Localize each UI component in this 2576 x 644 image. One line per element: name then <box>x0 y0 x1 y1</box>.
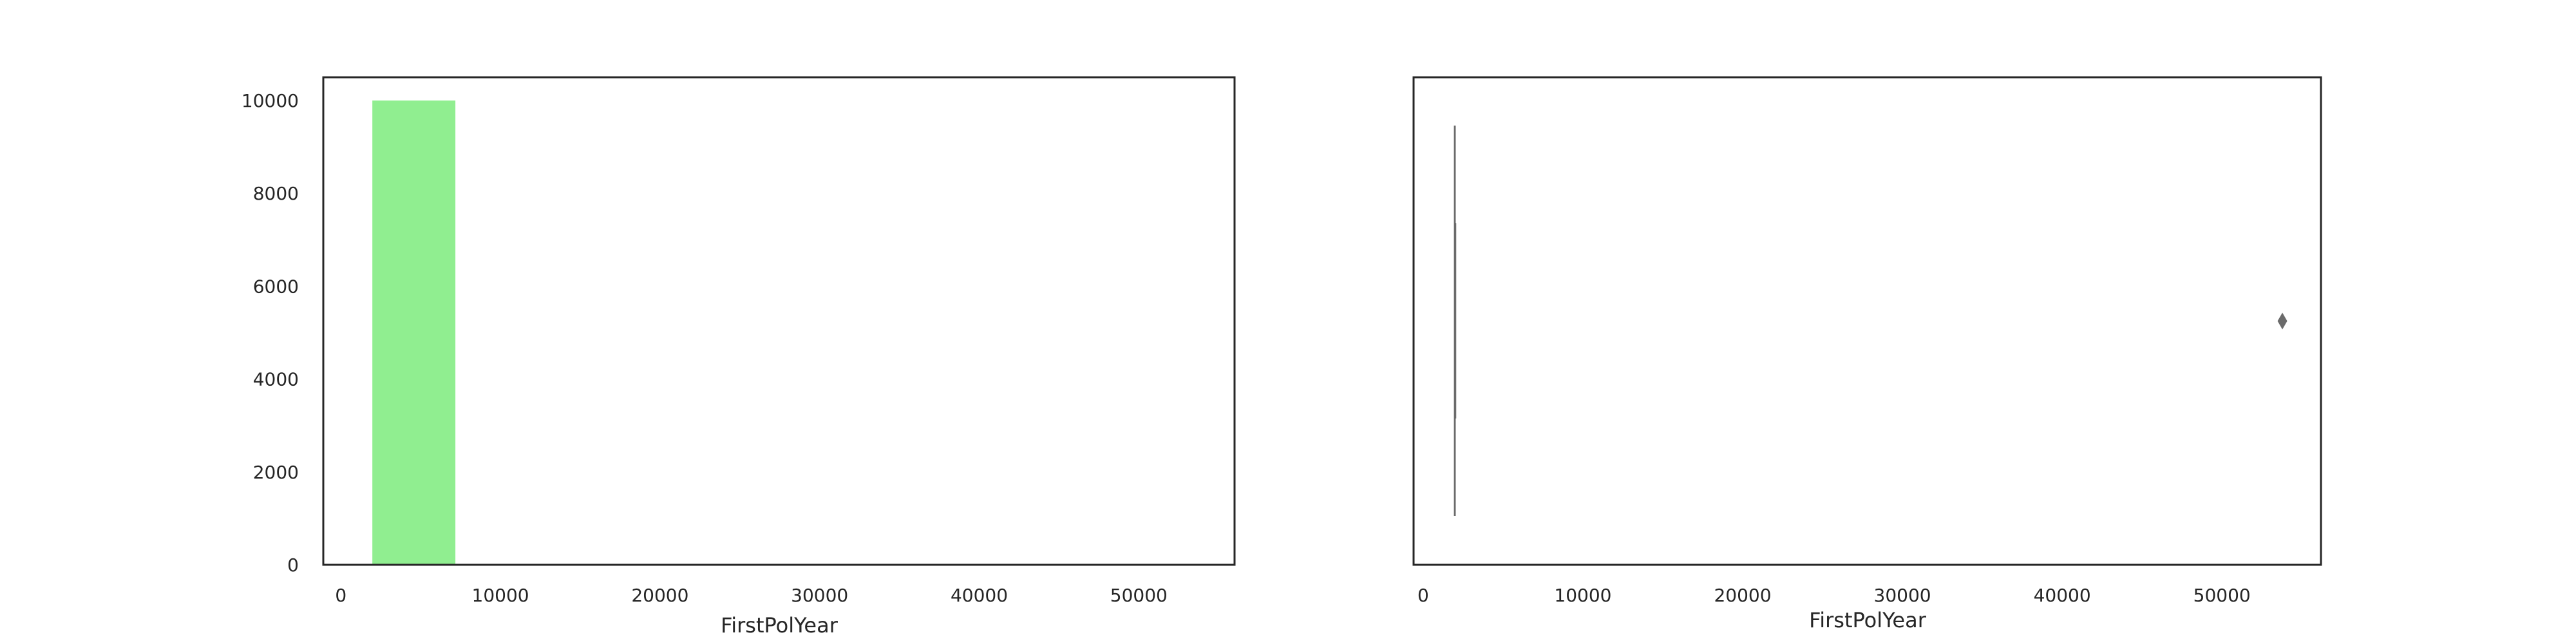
histogram-bar-0 <box>372 100 456 565</box>
boxplot-panel: 0 10000 20000 30000 40000 50000 FirstPolYear <box>1412 76 2322 632</box>
histogram-x-axis-label: FirstPolYear <box>721 613 838 638</box>
histogram-y-tick-label: 8000 <box>253 183 299 204</box>
histogram-y-tick-label: 4000 <box>253 369 299 390</box>
boxplot-x-tick-label: 10000 <box>1554 585 1611 606</box>
histogram-y-tick-label: 10000 <box>242 90 299 111</box>
histogram-x-tick-label: 30000 <box>791 585 848 606</box>
histogram-x-tick-label: 0 <box>335 585 346 606</box>
histogram-y-tick-label: 2000 <box>253 462 299 483</box>
histogram-panel: 0 2000 4000 6000 8000 10000 0 10000 20000 30000 4… <box>242 76 1236 638</box>
histogram-x-tick-label: 20000 <box>631 585 688 606</box>
boxplot-x-tick-label: 40000 <box>2034 585 2091 606</box>
boxplot-x-tick-label: 0 <box>1417 585 1429 606</box>
histogram-x-tick-label: 50000 <box>1110 585 1168 606</box>
histogram-axes-frame <box>322 76 1236 566</box>
histogram-x-tick-label: 10000 <box>472 585 529 606</box>
boxplot-x-tick-label: 50000 <box>2193 585 2251 606</box>
boxplot-x-axis-label: FirstPolYear <box>1809 608 1927 632</box>
histogram-x-tick-label: 40000 <box>951 585 1008 606</box>
histogram-y-tick-label: 6000 <box>253 276 299 297</box>
histogram-y-tick-label: 0 <box>287 554 299 576</box>
boxplot-outlier-point-0 <box>2277 312 2287 330</box>
boxplot-axes-frame <box>1412 76 2322 566</box>
boxplot-x-tick-label: 30000 <box>1874 585 1931 606</box>
boxplot-x-tick-label: 20000 <box>1714 585 1771 606</box>
